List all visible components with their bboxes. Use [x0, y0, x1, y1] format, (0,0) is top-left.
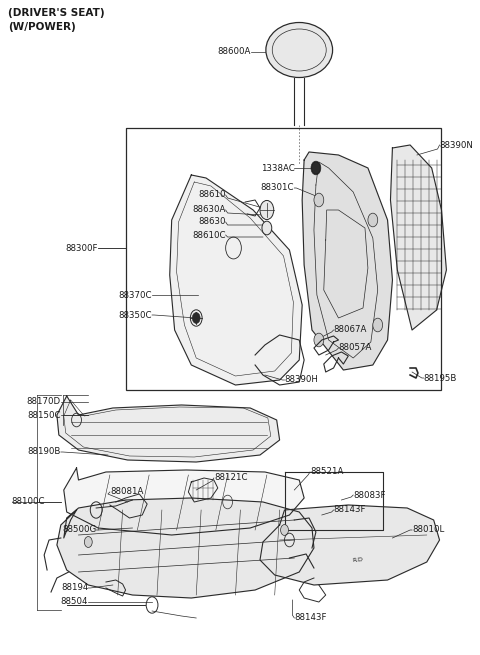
Polygon shape	[390, 145, 446, 330]
Circle shape	[281, 525, 288, 535]
Text: 88143F: 88143F	[294, 614, 327, 622]
Text: 88600A: 88600A	[218, 48, 251, 56]
Polygon shape	[57, 396, 280, 462]
Polygon shape	[170, 175, 302, 385]
Circle shape	[312, 162, 320, 174]
Text: 88190B: 88190B	[27, 447, 61, 457]
Text: 88630A: 88630A	[192, 206, 226, 214]
Text: 88121C: 88121C	[214, 474, 247, 483]
Text: 88150C: 88150C	[27, 411, 61, 419]
Text: 88390N: 88390N	[440, 141, 473, 149]
Text: 88081A: 88081A	[110, 487, 143, 496]
Text: 88500G: 88500G	[62, 525, 96, 534]
Text: 1338AC: 1338AC	[261, 164, 294, 172]
Circle shape	[192, 312, 200, 324]
Text: (DRIVER'S SEAT): (DRIVER'S SEAT)	[9, 8, 105, 18]
Circle shape	[314, 333, 324, 347]
Bar	[126, 128, 442, 390]
Text: 88195B: 88195B	[424, 373, 457, 383]
Polygon shape	[57, 498, 314, 598]
Text: 88350C: 88350C	[119, 310, 152, 320]
Circle shape	[84, 536, 92, 548]
Text: R.D: R.D	[352, 557, 364, 563]
Circle shape	[311, 161, 321, 175]
Text: 88194: 88194	[61, 584, 88, 593]
Text: 88504: 88504	[61, 597, 88, 607]
Text: 88390H: 88390H	[285, 375, 318, 384]
Text: 88300F: 88300F	[66, 244, 98, 252]
Text: 88610: 88610	[198, 191, 226, 200]
Text: 88610C: 88610C	[192, 231, 226, 240]
Text: 88067A: 88067A	[334, 326, 367, 335]
Text: 88301C: 88301C	[261, 183, 294, 193]
Text: 88630: 88630	[198, 217, 226, 227]
Text: (W/POWER): (W/POWER)	[9, 22, 76, 31]
Circle shape	[314, 193, 324, 207]
Polygon shape	[64, 468, 304, 535]
Ellipse shape	[266, 22, 333, 77]
Text: 88100C: 88100C	[12, 498, 45, 506]
Text: 88143F: 88143F	[334, 506, 366, 514]
Text: 88521A: 88521A	[310, 468, 343, 476]
Circle shape	[373, 318, 383, 332]
Text: 88057A: 88057A	[338, 343, 372, 352]
Polygon shape	[302, 152, 393, 370]
Circle shape	[368, 213, 378, 227]
Text: 88083F: 88083F	[353, 491, 386, 500]
Text: 88170D: 88170D	[27, 398, 61, 407]
Circle shape	[262, 221, 272, 235]
Text: 88010L: 88010L	[412, 525, 444, 534]
Circle shape	[260, 200, 274, 219]
Text: 88370C: 88370C	[119, 291, 152, 299]
Polygon shape	[260, 505, 440, 585]
